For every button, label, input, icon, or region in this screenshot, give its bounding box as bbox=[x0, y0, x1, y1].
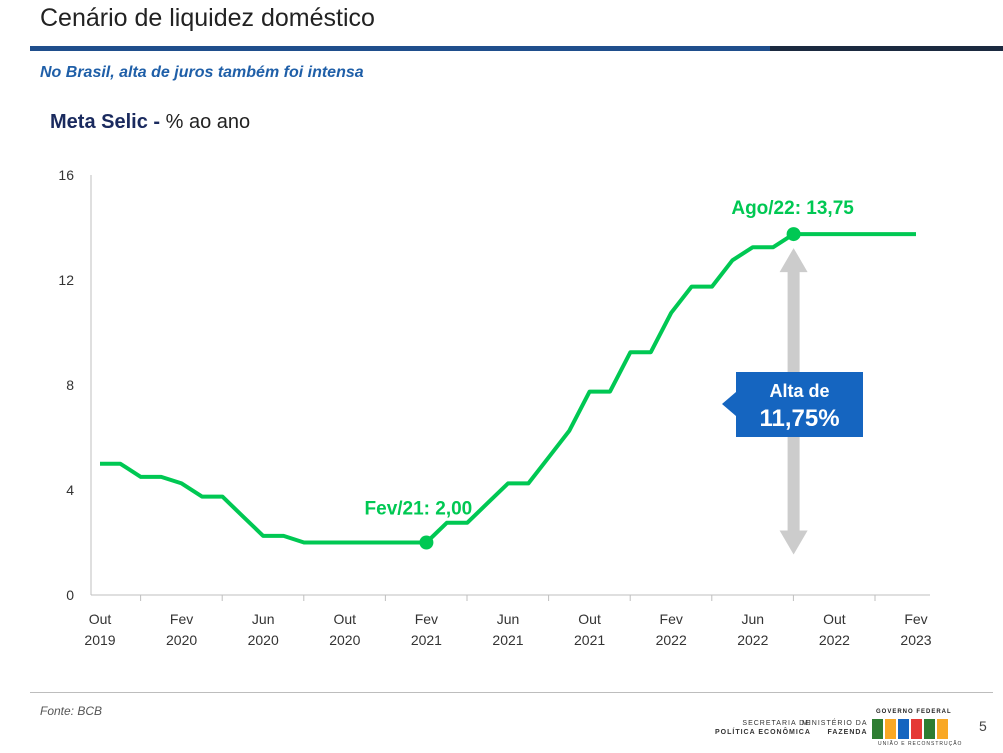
title-rule bbox=[30, 46, 1003, 51]
x-tick-label-month: Out bbox=[89, 611, 112, 627]
logo-bar bbox=[898, 719, 909, 739]
x-tick-label-year: 2021 bbox=[411, 632, 442, 648]
footer-ministerio-line2: FAZENDA bbox=[827, 729, 868, 736]
x-tick-label-month: Out bbox=[578, 611, 601, 627]
callout-box bbox=[736, 372, 863, 437]
y-tick-label: 16 bbox=[58, 167, 74, 183]
logo-bar bbox=[885, 719, 896, 739]
annotation-label: Ago/22: 13,75 bbox=[731, 198, 854, 219]
selic-chart: 0 4 8 12 16 Out 2019 Fev 2020 Jun 2020 Out 2020 Fev 20… bbox=[58, 167, 931, 648]
chart-heading-unit: % ao ano bbox=[160, 111, 251, 133]
increase-arrow-head-up bbox=[779, 248, 808, 273]
callout-line2: 11,75% bbox=[759, 405, 839, 432]
title-rule-dark bbox=[770, 46, 1003, 51]
x-tick-label-month: Jun bbox=[252, 611, 275, 627]
x-tick-label-year: 2020 bbox=[248, 632, 279, 648]
x-tick-label-year: 2022 bbox=[737, 632, 768, 648]
footer-secretaria-line2: POLÍTICA ECONÔMICA bbox=[715, 729, 811, 736]
page-number: 5 bbox=[979, 718, 987, 734]
callout-pointer bbox=[722, 392, 736, 416]
selic-series-line bbox=[100, 232, 916, 545]
x-tick-label-month: Out bbox=[334, 611, 357, 627]
x-tick-label-year: 2023 bbox=[900, 632, 931, 648]
x-tick-label-year: 2021 bbox=[492, 632, 523, 648]
source-note: Fonte: BCB bbox=[40, 704, 103, 718]
increase-arrow-head-down bbox=[779, 530, 808, 555]
slide-title: Cenário de liquidez doméstico bbox=[40, 4, 375, 32]
brasil-logo bbox=[872, 719, 948, 739]
logo-bar bbox=[937, 719, 948, 739]
gov-federal-label: GOVERNO FEDERAL bbox=[876, 709, 952, 715]
annotation-label: Fev/21: 2,00 bbox=[365, 499, 473, 520]
chart-heading-bold: Meta Selic - bbox=[50, 111, 161, 133]
y-tick-label: 0 bbox=[66, 587, 74, 603]
x-tick-label-month: Jun bbox=[742, 611, 765, 627]
x-tick-label-month: Fev bbox=[170, 611, 193, 627]
y-tick-label: 12 bbox=[58, 272, 74, 288]
x-tick-label-year: 2020 bbox=[329, 632, 360, 648]
x-tick-label-year: 2020 bbox=[166, 632, 197, 648]
footer-secretaria: SECRETARIA DE POLÍTICA ECONÔMICA bbox=[715, 719, 811, 737]
x-tick-label-month: Fev bbox=[415, 611, 438, 627]
footer-ministerio: MINISTÉRIO DA FAZENDA bbox=[802, 719, 868, 737]
x-tick-label-year: 2022 bbox=[819, 632, 850, 648]
footer-ministerio-line1: MINISTÉRIO DA bbox=[802, 720, 868, 727]
uniao-label: UNIÃO E RECONSTRUÇÃO bbox=[878, 741, 963, 747]
annotation-marker bbox=[419, 535, 434, 550]
y-tick-label: 8 bbox=[66, 377, 74, 393]
x-tick-label-year: 2022 bbox=[656, 632, 687, 648]
x-tick-label-year: 2021 bbox=[574, 632, 605, 648]
x-tick-label-month: Fev bbox=[660, 611, 683, 627]
logo-bar bbox=[911, 719, 922, 739]
logo-bar bbox=[924, 719, 935, 739]
x-tick-label-month: Jun bbox=[497, 611, 520, 627]
chart-heading: Meta Selic - % ao ano bbox=[50, 111, 250, 134]
slide-subtitle: No Brasil, alta de juros também foi inte… bbox=[40, 64, 364, 81]
logo-bar bbox=[872, 719, 883, 739]
footer-rule bbox=[30, 692, 993, 693]
x-tick-label-month: Fev bbox=[904, 611, 927, 627]
footer-secretaria-line1: SECRETARIA DE bbox=[742, 720, 811, 727]
x-tick-label-month: Out bbox=[823, 611, 846, 627]
callout-line1: Alta de bbox=[769, 381, 829, 401]
annotation-marker bbox=[786, 227, 801, 242]
x-tick-label-year: 2019 bbox=[84, 632, 115, 648]
y-tick-label: 4 bbox=[66, 482, 74, 498]
